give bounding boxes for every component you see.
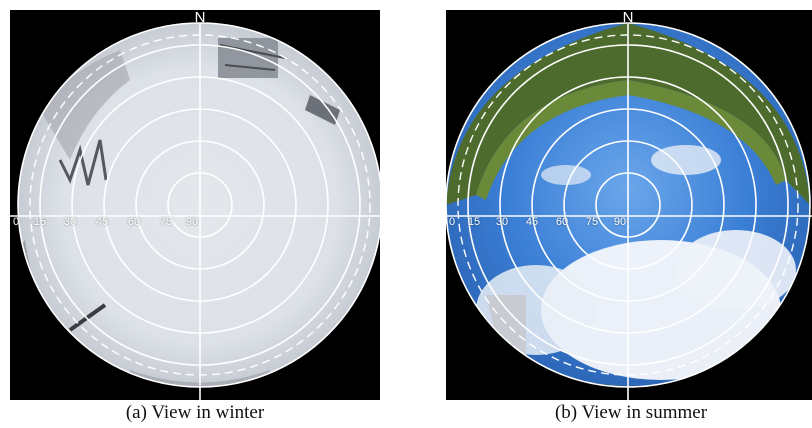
altitude-label: 75	[585, 216, 599, 228]
altitude-label: 15	[33, 216, 47, 228]
altitude-label: 15	[467, 216, 481, 228]
altitude-label: 45	[525, 216, 539, 228]
altitude-labels: 0 15 30 45 60 75 90	[10, 215, 380, 235]
altitude-label: 45	[95, 216, 109, 228]
altitude-label: 90	[185, 216, 199, 228]
caption-winter: (a) View in winter	[125, 402, 265, 423]
altitude-label: 75	[159, 216, 173, 228]
fisheye-summer-view: N 0 15 30 45 60 75 90	[446, 10, 812, 400]
altitude-label: 60	[127, 216, 141, 228]
altitude-labels: 0 15 30 45 60 75 90	[446, 215, 812, 235]
altitude-label: 30	[63, 216, 77, 228]
summer-scenery	[446, 23, 810, 387]
altitude-label: 0	[12, 216, 20, 228]
north-label: N	[194, 10, 206, 26]
altitude-label: 90	[613, 216, 627, 228]
altitude-label: 60	[555, 216, 569, 228]
winter-sky-image	[10, 22, 380, 400]
caption-summer: (b) View in summer	[554, 402, 708, 423]
north-label: N	[622, 10, 634, 26]
summer-sky-image	[446, 22, 812, 400]
altitude-label: 30	[495, 216, 509, 228]
altitude-label: 0	[448, 216, 456, 228]
fisheye-winter-view: N 0 15 30 45 60 75 90	[10, 10, 380, 400]
